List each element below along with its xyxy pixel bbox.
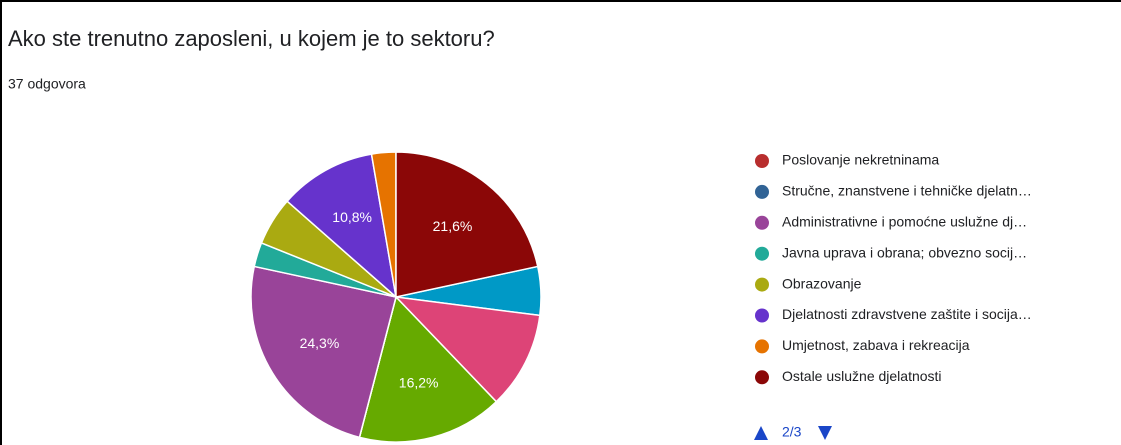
legend: Poslovanje nekretninama Stručne, znanstve…: [755, 152, 1032, 385]
legend-swatch: [755, 184, 769, 199]
legend-page: 2/3: [782, 424, 802, 440]
pie-slice: [250, 265, 397, 439]
pie-slice: [286, 153, 398, 299]
pie-slice: [393, 295, 541, 403]
pie-slice: [395, 151, 539, 298]
legend-swatch: [755, 277, 769, 292]
legend-label: Ostale uslužne djelatnosti: [782, 368, 942, 384]
pie-slice: [358, 295, 498, 443]
legend-swatch: [755, 308, 769, 323]
legend-next-arrow[interactable]: [818, 426, 832, 440]
legend-swatch: [755, 246, 769, 261]
legend-swatch: [755, 154, 769, 168]
legend-swatch: [755, 215, 769, 230]
slice-label: 21,6%: [433, 218, 473, 234]
legend-label: Stručne, znanstvene i tehničke djelatn…: [782, 183, 1032, 199]
legend-prev-arrow[interactable]: [754, 426, 768, 440]
response-count: 37 odgovora: [8, 76, 86, 92]
slice-label: 24,3%: [300, 335, 340, 351]
legend-swatch: [755, 370, 769, 385]
legend-label: Djelatnosti zdravstvene zaštite i socija…: [782, 306, 1032, 322]
legend-label: Javna uprava i obrana; obvezno socij…: [782, 244, 1027, 260]
legend-label: Administrativne i pomoćne uslužne dj…: [782, 214, 1027, 230]
slice-label: 16,2%: [399, 375, 439, 391]
legend-label: Obrazovanje: [782, 275, 862, 291]
slice-label: 10,8%: [332, 209, 372, 225]
pie-chart: 16,2% 24,3% 10,8% 21,6%: [250, 151, 542, 443]
question-title: Ako ste trenutno zaposleni, u kojem je t…: [8, 26, 495, 51]
legend-label: Poslovanje nekretninama: [782, 152, 939, 168]
legend-label: Umjetnost, zabava i rekreacija: [782, 337, 970, 353]
legend-swatch: [755, 339, 769, 354]
